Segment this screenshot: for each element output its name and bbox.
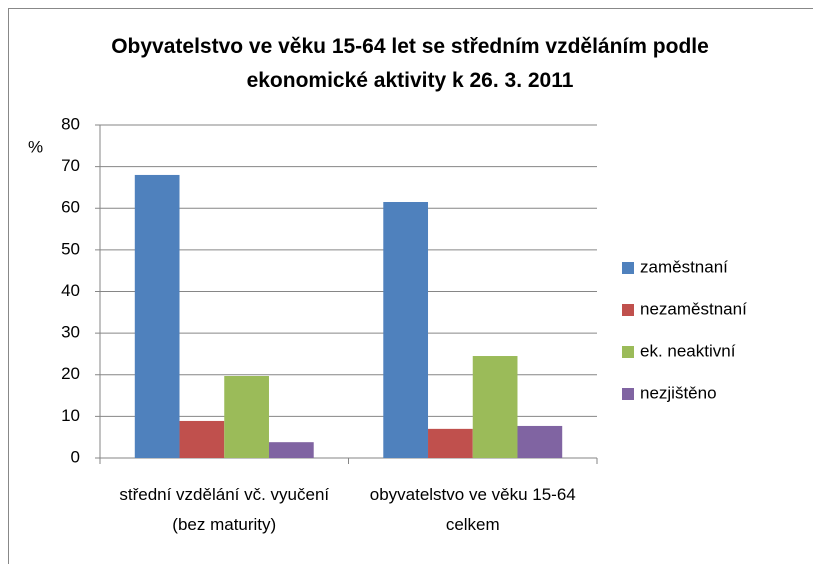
legend-swatch bbox=[622, 346, 634, 358]
legend-swatch bbox=[622, 304, 634, 316]
bar bbox=[517, 425, 563, 458]
legend-label: nezjištěno bbox=[640, 383, 717, 402]
x-tick-label: obyvatelstvo ve věku 15-64 celkem bbox=[369, 485, 576, 534]
bar bbox=[383, 202, 429, 458]
bar bbox=[134, 174, 180, 458]
bar bbox=[472, 356, 518, 458]
bar bbox=[428, 428, 473, 458]
bar bbox=[224, 375, 269, 458]
chart-border bbox=[8, 8, 813, 564]
y-tick-label: 40 bbox=[61, 281, 80, 300]
y-tick-label: 20 bbox=[61, 364, 80, 383]
y-tick-label: 10 bbox=[61, 406, 80, 425]
y-tick-label: 30 bbox=[61, 323, 80, 342]
legend-swatch bbox=[622, 262, 634, 274]
chart-title: Obyvatelstvo ve věku 15-64 let se středn… bbox=[111, 35, 709, 92]
x-tick-label: střední vzdělání vč. vyučení (bez maturi… bbox=[119, 485, 330, 534]
legend-label: nezaměstnaní bbox=[640, 299, 747, 318]
y-tick-label: 70 bbox=[61, 156, 80, 175]
y-tick-label: 0 bbox=[71, 447, 80, 466]
y-axis-label: % bbox=[28, 137, 43, 156]
bar bbox=[179, 420, 225, 458]
legend-label: zaměstnaní bbox=[640, 257, 728, 276]
y-tick-label: 80 bbox=[61, 114, 80, 133]
bar bbox=[268, 442, 314, 458]
legend-swatch bbox=[622, 388, 634, 400]
y-tick-label: 60 bbox=[61, 198, 80, 217]
legend-label: ek. neaktivní bbox=[640, 341, 736, 360]
y-tick-label: 50 bbox=[61, 239, 80, 258]
